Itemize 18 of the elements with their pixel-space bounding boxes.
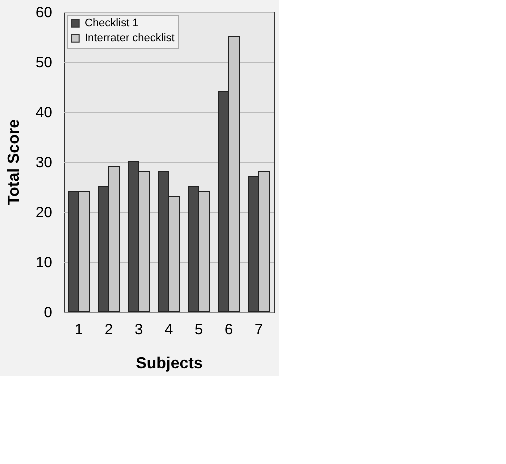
y-tick-label: 30 xyxy=(36,154,52,172)
x-axis-title: Subjects xyxy=(136,356,203,372)
y-tick-label: 60 xyxy=(36,4,52,22)
y-tick-label: 10 xyxy=(36,254,52,272)
y-tick-label: 50 xyxy=(36,54,52,72)
y-axis-title: Total Score xyxy=(6,119,23,206)
x-tick-label: 1 xyxy=(74,322,84,338)
y-tick-label: 40 xyxy=(36,104,52,122)
x-tick-label: 3 xyxy=(134,322,144,338)
x-tick-label: 5 xyxy=(194,322,204,338)
x-tick-label: 6 xyxy=(224,322,234,338)
x-tick-label: 2 xyxy=(104,322,114,338)
legend-label: Interrater checklist xyxy=(85,32,175,44)
x-tick-label: 4 xyxy=(164,322,174,338)
y-tick-label: 0 xyxy=(44,304,52,322)
y-tick-label: 20 xyxy=(36,204,52,222)
legend-label: Checklist 1 xyxy=(85,18,139,30)
x-tick-label: 7 xyxy=(254,322,264,338)
